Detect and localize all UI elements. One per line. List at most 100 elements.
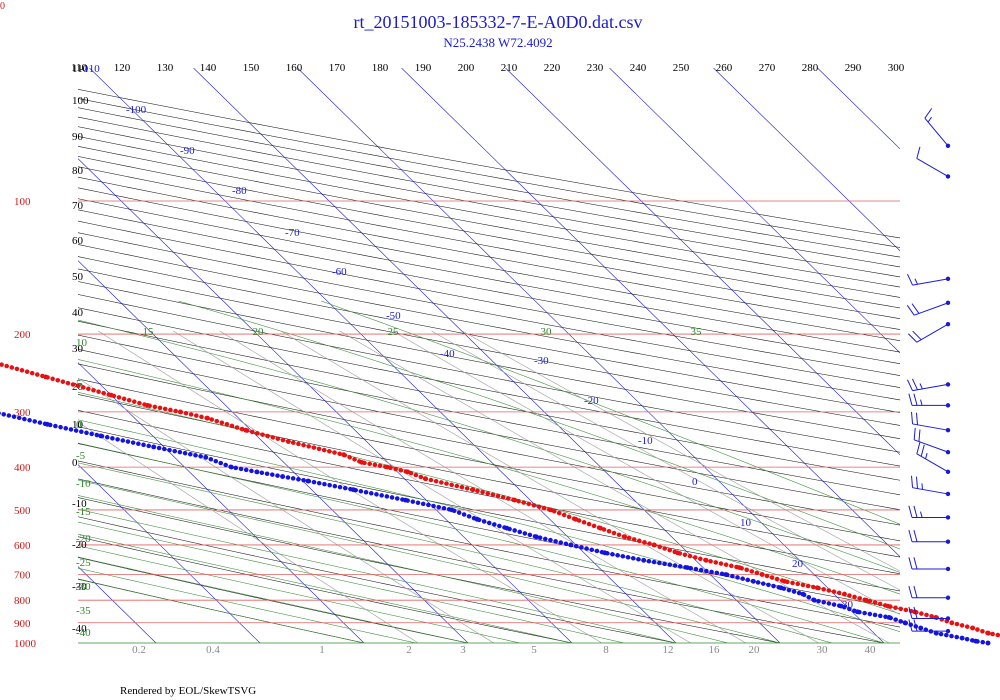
dry-adiabat-label: 0 xyxy=(72,457,78,469)
dewpoint-profile-point xyxy=(751,578,756,584)
moist-adiabat-line xyxy=(78,462,833,643)
dry-adiabat-label: 10 xyxy=(72,419,84,431)
moist-adiabat-line xyxy=(78,495,729,643)
isotherm-line xyxy=(297,68,885,643)
wind-barb-station xyxy=(945,300,951,306)
moist-adiabat-left-label: -15 xyxy=(76,506,91,518)
dry-adiabat-line xyxy=(78,294,900,453)
wind-barb-flag xyxy=(911,378,918,391)
dry-adiabat-line xyxy=(78,156,900,309)
moist-adiabat-line xyxy=(78,442,885,643)
wind-barb xyxy=(911,411,951,433)
isotherm-line xyxy=(505,68,900,456)
dry-adiabat-line xyxy=(78,176,900,330)
mixing-ratio-label: 0.4 xyxy=(206,644,220,656)
moist-adiabat-label: 20 xyxy=(253,326,265,338)
mixing-ratio-label: 3 xyxy=(460,644,466,656)
wind-barb-staff xyxy=(912,423,949,431)
mixing-ratio-line xyxy=(392,330,900,615)
dewpoint-profile-point xyxy=(838,603,844,609)
wind-barb-flag xyxy=(907,379,914,391)
moist-adiabat-line xyxy=(78,419,900,633)
wind-barb xyxy=(911,475,951,497)
mixing-ratio-label: 5 xyxy=(531,644,537,656)
moist-adiabat-left-label: -35 xyxy=(76,605,91,617)
bottom-temperature-label: 30 xyxy=(817,644,829,656)
temperature-profile-point xyxy=(759,572,765,577)
theta-top-label: 180 xyxy=(372,62,389,74)
dry-adiabat-line xyxy=(78,145,900,298)
temperature-profile-point xyxy=(205,415,210,421)
theta-top-label: 210 xyxy=(501,62,518,74)
background-grid xyxy=(78,68,900,643)
dewpoint-profile-point xyxy=(918,625,924,631)
dry-adiabat-line xyxy=(78,557,469,643)
temperature-profile-point xyxy=(949,620,955,626)
wind-barb-flag xyxy=(908,529,913,542)
wind-barb-staff xyxy=(916,453,949,473)
dry-adiabat-label: 30 xyxy=(72,343,84,355)
dry-adiabat-line xyxy=(78,378,900,542)
wind-barb-staff xyxy=(914,302,949,316)
dewpoint-profile-point xyxy=(685,565,690,570)
dewpoint-profile-point xyxy=(855,609,860,615)
wind-barb-flag xyxy=(927,116,932,123)
dry-adiabat-label: 80 xyxy=(72,165,84,177)
footer-credit: Rendered by EOL/SkewTSVG xyxy=(120,685,256,697)
isotherm-line xyxy=(817,68,900,150)
temperature-profile-point xyxy=(885,603,891,609)
theta-top-label: 260 xyxy=(716,62,733,74)
pressure-label: 500 xyxy=(14,505,31,517)
isotherm-label: -100 xyxy=(126,104,147,116)
wind-barb-flag xyxy=(915,412,919,425)
wind-barb-flag xyxy=(915,476,919,489)
moist-adiabat-line xyxy=(78,319,900,573)
moist-adiabat-line xyxy=(78,545,521,643)
wind-barb xyxy=(907,378,951,392)
dewpoint-profile-point xyxy=(934,630,939,636)
moist-adiabat-line xyxy=(78,508,677,643)
temperature-profile-point xyxy=(842,591,847,597)
wind-barb-staff xyxy=(914,439,949,453)
dry-adiabat-line xyxy=(78,394,900,558)
dry-adiabat-line xyxy=(78,334,900,496)
dewpoint-profile-point xyxy=(474,516,480,522)
isotherm-line xyxy=(193,68,781,643)
temperature-profile-point xyxy=(863,597,869,603)
theta-top-label: 270 xyxy=(759,62,776,74)
dry-adiabat-line xyxy=(78,443,900,610)
dewpoint-profile-point xyxy=(151,444,157,450)
isotherm-label: 10 xyxy=(740,517,752,529)
theta-top-label: 220 xyxy=(544,62,561,74)
moist-adiabat-left-label: 0 xyxy=(76,419,82,431)
dry-adiabat-label: 90 xyxy=(72,131,84,143)
temperature-profile-point xyxy=(286,439,291,444)
wind-barb-flag xyxy=(907,273,914,286)
theta-top-label: 200 xyxy=(458,62,475,74)
pressure-label: 300 xyxy=(14,407,31,419)
dry-adiabat-label: 110 xyxy=(72,63,89,75)
pressure-label: 100 xyxy=(14,196,31,208)
moist-adiabat-line xyxy=(78,556,469,643)
wind-barb-flag xyxy=(925,452,928,460)
dry-adiabat-label: 60 xyxy=(72,235,84,247)
dewpoint-profile-point xyxy=(886,615,892,620)
dry-adiabat-line xyxy=(78,268,900,426)
dewpoint-profile-point xyxy=(602,550,608,556)
dry-adiabat-line xyxy=(78,320,900,481)
temperature-profile-point xyxy=(933,615,939,620)
temperature-profile-point xyxy=(512,497,517,503)
mixing-ratio-label: 20 xyxy=(749,644,761,656)
wind-barb xyxy=(908,505,951,520)
pressure-label: 400 xyxy=(14,462,31,474)
temperature-profile-point xyxy=(43,374,49,380)
dry-adiabat-label: -40 xyxy=(72,623,87,635)
pressure-label: 900 xyxy=(14,618,31,630)
moist-adiabat-line xyxy=(178,300,900,550)
dry-adiabat-line xyxy=(78,536,573,643)
wind-barb-flag xyxy=(913,427,916,440)
isotherm-line xyxy=(609,68,900,354)
moist-adiabat-left-label: -10 xyxy=(76,478,91,490)
dewpoint-profile-point xyxy=(44,421,50,427)
mixing-ratio-line xyxy=(78,421,419,643)
